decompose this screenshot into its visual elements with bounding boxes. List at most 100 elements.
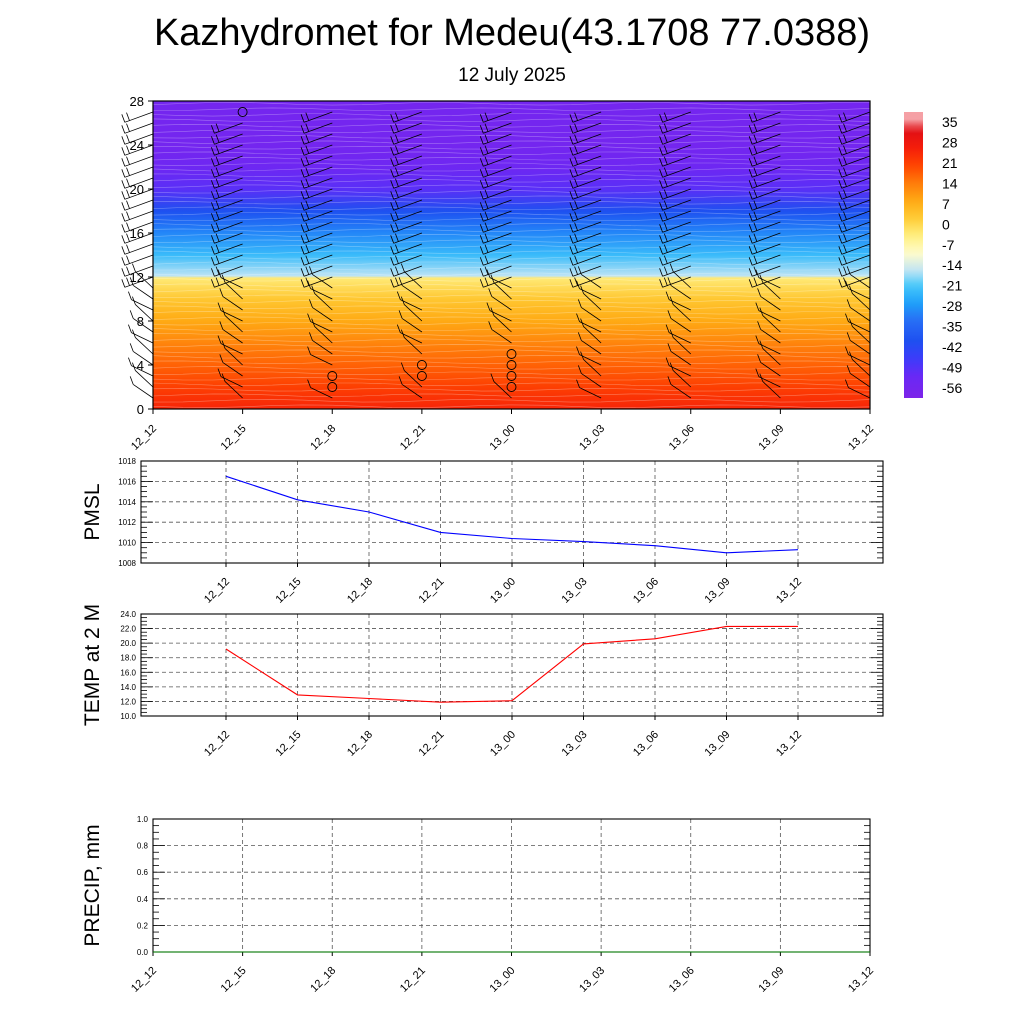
- wind-barb: [312, 307, 333, 322]
- wind-barb-feather: [215, 266, 220, 275]
- wind-barb-feather: [211, 191, 215, 200]
- wind-barb-feather: [838, 114, 843, 123]
- wind-barb: [132, 351, 154, 366]
- wind-barb: [124, 254, 154, 266]
- wind-barb: [672, 370, 692, 388]
- wind-barb-feather: [845, 379, 849, 388]
- wind-barb-feather: [838, 213, 843, 222]
- wind-barb-feather: [121, 180, 126, 189]
- y-tick-label: 1012: [118, 518, 136, 527]
- wind-barb-feather: [479, 279, 484, 288]
- data-point: [368, 511, 371, 514]
- wind-barb-feather: [305, 145, 310, 154]
- wind-barb-feather: [838, 279, 843, 288]
- data-point: [779, 951, 782, 954]
- wind-barb: [672, 304, 692, 322]
- wind-barb-feather: [748, 169, 753, 178]
- wind-barb-feather: [484, 112, 489, 121]
- wind-barb-feather: [843, 244, 847, 253]
- wind-barb-feather: [398, 310, 403, 319]
- wind-barb-feather: [845, 313, 849, 322]
- wind-barb-feather: [846, 299, 851, 308]
- wind-barb-feather: [211, 279, 215, 288]
- wind-barb-feather: [569, 158, 574, 167]
- wind-barb: [220, 376, 243, 388]
- wind-barb: [489, 277, 512, 289]
- x-tick-label: 13_12: [846, 423, 876, 453]
- wind-barb-feather: [663, 277, 668, 286]
- gridlines: [141, 460, 883, 564]
- wind-barb-feather: [121, 191, 126, 200]
- wind-barb-feather: [574, 145, 578, 154]
- wind-barb: [672, 337, 692, 355]
- wind-barb-feather: [305, 134, 310, 143]
- wind-barb-feather: [574, 266, 578, 275]
- wind-barb-feather: [659, 235, 663, 244]
- chart-subtitle: 12 July 2025: [458, 65, 566, 86]
- x-tick-label: 12_21: [417, 729, 447, 759]
- y-tick-label: 22.0: [120, 625, 136, 634]
- wind-barb-feather: [300, 158, 305, 167]
- wind-barb-feather: [305, 123, 310, 132]
- wind-barb-feather: [484, 222, 489, 231]
- wind-barb: [758, 343, 781, 355]
- wind-barb-feather: [126, 200, 130, 209]
- calm-wind-marker: [506, 360, 517, 370]
- wind-barb-feather: [574, 112, 578, 121]
- wind-barb-feather: [843, 233, 847, 242]
- y-tick-label: 10.0: [120, 712, 136, 721]
- wind-barb: [310, 387, 333, 399]
- wind-barb-feather: [305, 156, 310, 165]
- wind-barb-feather: [659, 147, 663, 156]
- wind-barb-feather: [569, 202, 574, 211]
- wind-barb: [583, 326, 602, 344]
- wind-barb-feather: [121, 136, 126, 145]
- wind-barb: [312, 274, 333, 289]
- wind-barb-feather: [390, 268, 395, 277]
- wind-barb-feather: [395, 244, 399, 253]
- wind-barb-feather: [390, 202, 395, 211]
- y-tick-label: 1008: [118, 559, 136, 568]
- colorbar-label: 14: [942, 176, 958, 192]
- wind-barb-feather: [211, 147, 215, 156]
- wind-barb-feather: [659, 268, 663, 277]
- wind-barb-feather: [753, 178, 758, 187]
- data-point: [582, 642, 585, 645]
- wind-barb: [848, 321, 871, 333]
- wind-barb-feather: [574, 178, 578, 187]
- x-tick-label: 13_12: [774, 576, 804, 606]
- wind-barb-feather: [577, 332, 582, 341]
- data-point: [225, 475, 228, 478]
- wind-barb-feather: [663, 200, 668, 209]
- wind-barb-feather: [846, 365, 851, 374]
- wind-barb-feather: [479, 180, 484, 189]
- wind-barb-feather: [486, 269, 491, 278]
- y-ticks: [141, 460, 883, 564]
- wind-barb-feather: [669, 263, 674, 272]
- wind-barb-feather: [307, 280, 311, 289]
- wind-barb-feather: [755, 368, 760, 377]
- wind-barb-feather: [838, 158, 843, 167]
- x-tick-label: 12_15: [219, 423, 249, 453]
- calm-wind-marker: [237, 107, 248, 117]
- y-tick-label: 0.0: [137, 948, 149, 957]
- wind-barb-feather: [305, 167, 310, 176]
- wind-barb-feather: [663, 255, 668, 264]
- wind-barb: [135, 370, 154, 388]
- wind-barb-feather: [126, 178, 130, 187]
- wind-barb-feather: [569, 246, 574, 255]
- wind-barb: [124, 111, 154, 123]
- data-point: [511, 699, 514, 702]
- wind-barb-feather: [659, 125, 663, 134]
- x-tick-label: 12_15: [274, 576, 304, 606]
- calm-wind-marker: [506, 371, 517, 381]
- wind-barb-feather: [121, 224, 126, 233]
- wind-barb-feather: [659, 202, 663, 211]
- wind-barb-feather: [121, 202, 126, 211]
- wind-barb-feather: [395, 266, 399, 275]
- wind-barb-feather: [484, 189, 489, 198]
- wind-barb-feather: [659, 180, 663, 189]
- wind-barb-feather: [665, 291, 670, 300]
- wind-barb: [224, 315, 243, 333]
- wind-barb-feather: [305, 200, 310, 209]
